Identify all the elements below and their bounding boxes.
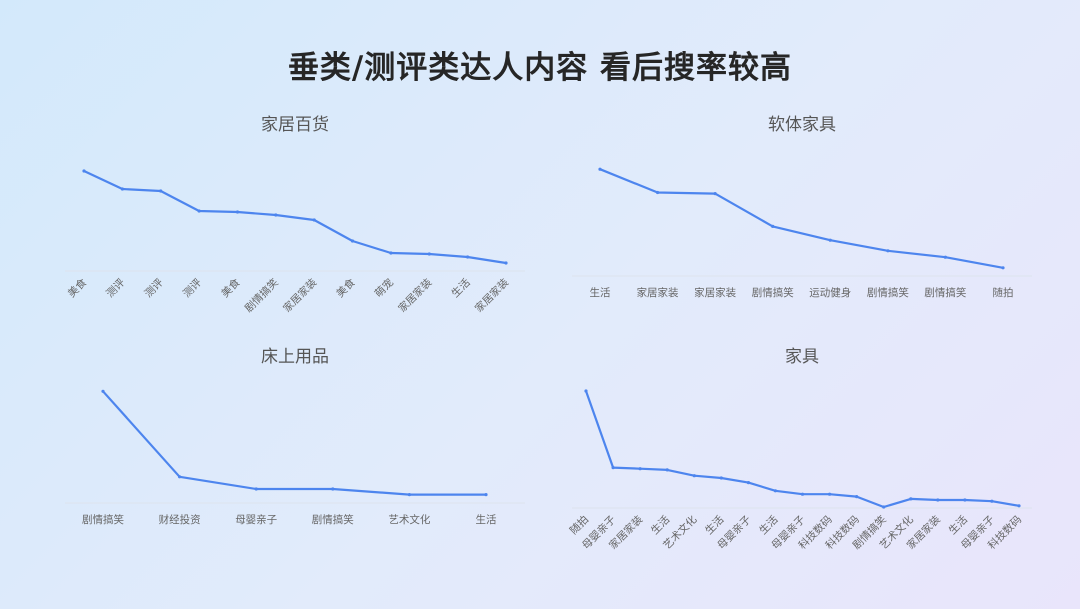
data-point <box>235 210 240 214</box>
x-tick-label: 财经投资 <box>159 513 201 526</box>
data-point <box>771 224 775 228</box>
x-tick-label: 萌宠 <box>372 276 396 300</box>
chart-title-furniture: 家具 <box>785 347 819 367</box>
data-point <box>943 255 948 259</box>
data-point <box>159 189 163 193</box>
x-tick-label: 美食 <box>65 276 89 300</box>
data-point <box>1001 266 1005 270</box>
x-tick-label: 美食 <box>219 276 243 300</box>
data-point <box>407 493 411 497</box>
x-tick-label: 母婴亲子 <box>235 513 277 526</box>
x-tick-label: 生活 <box>449 276 473 300</box>
x-tick-label: 剧情搞笑 <box>82 513 124 526</box>
chart-title-soft-furniture: 软体家具 <box>768 115 836 135</box>
data-point <box>197 209 201 213</box>
data-point <box>773 489 778 493</box>
series-line <box>599 168 1004 269</box>
data-point <box>936 498 940 502</box>
data-point <box>828 238 832 242</box>
data-point <box>584 389 588 393</box>
series-line <box>83 170 507 265</box>
x-tick-label: 家居家装 <box>280 276 319 315</box>
data-point <box>466 255 470 259</box>
x-tick-label: 家居家装 <box>472 276 511 315</box>
data-point <box>828 492 832 496</box>
chart-title-bedding: 床上用品 <box>261 347 329 367</box>
data-point <box>800 492 805 496</box>
x-tick-label: 生活 <box>757 513 781 537</box>
data-point <box>484 493 488 497</box>
x-tick-label: 生活 <box>702 513 726 537</box>
data-point <box>656 190 660 195</box>
x-tick-label: 随拍 <box>993 286 1014 299</box>
x-tick-label: 家居家装 <box>396 276 435 315</box>
data-point <box>254 487 258 491</box>
data-point <box>638 467 642 471</box>
main-title: 垂类/测评类达人内容 看后搜率较高 <box>287 50 793 86</box>
x-tick-label: 艺术文化 <box>388 513 430 526</box>
data-point <box>389 251 393 255</box>
x-tick-label: 生活 <box>648 513 672 537</box>
data-point <box>909 497 913 501</box>
x-tick-label: 美食 <box>334 276 358 300</box>
x-tick-label: 生活 <box>946 513 970 537</box>
x-tick-label: 剧情搞笑 <box>867 286 909 299</box>
data-point <box>611 466 615 470</box>
x-tick-label: 测评 <box>142 276 166 300</box>
data-point <box>274 213 278 217</box>
series-line <box>584 390 1020 509</box>
chart-soft-furniture: 生活 家居家装 家居家装 剧情搞笑 运动健身 剧情搞笑 剧情搞笑 随拍 <box>572 167 1032 299</box>
x-tick-label: 测评 <box>103 276 127 300</box>
x-tick-label: 测评 <box>180 276 204 300</box>
data-point <box>1017 504 1021 508</box>
data-point <box>504 261 508 265</box>
x-tick-label: 运动健身 <box>809 286 851 299</box>
data-point <box>886 249 890 253</box>
x-tick-label: 生活 <box>476 513 497 526</box>
data-point <box>692 474 696 478</box>
data-point <box>746 481 751 485</box>
data-point <box>331 487 335 491</box>
x-tick-label: 随拍 <box>567 513 591 537</box>
data-point <box>427 252 431 256</box>
x-tick-label: 剧情搞笑 <box>752 286 794 299</box>
x-tick-label: 生活 <box>590 286 611 299</box>
chart-bedding: 剧情搞笑 财经投资 母婴亲子 剧情搞笑 艺术文化 生活 <box>65 389 525 526</box>
x-tick-label: 家居家装 <box>694 286 736 299</box>
data-point <box>713 192 717 196</box>
x-tick-label: 家居家装 <box>637 286 679 299</box>
data-point <box>990 499 994 503</box>
data-point <box>598 167 602 171</box>
chart-home-goods: 美食 测评 测评 测评 美食 剧情搞笑 家居家装 美食 萌宠 家居家装 生活 家居家装 <box>65 169 525 315</box>
data-point <box>120 187 124 191</box>
series-line <box>102 390 486 496</box>
chart-title-home-goods: 家居百货 <box>261 115 329 135</box>
data-point <box>82 169 86 173</box>
x-tick-label: 剧情搞笑 <box>924 286 966 299</box>
data-point <box>665 468 669 472</box>
data-point <box>963 498 967 502</box>
data-point <box>350 239 355 243</box>
data-point <box>855 495 859 499</box>
x-tick-label: 剧情搞笑 <box>242 276 281 315</box>
data-point <box>312 218 316 222</box>
data-point <box>178 475 182 479</box>
x-tick-label: 剧情搞笑 <box>312 513 354 526</box>
data-point <box>101 389 105 393</box>
data-point <box>719 476 723 480</box>
data-point <box>882 505 886 509</box>
